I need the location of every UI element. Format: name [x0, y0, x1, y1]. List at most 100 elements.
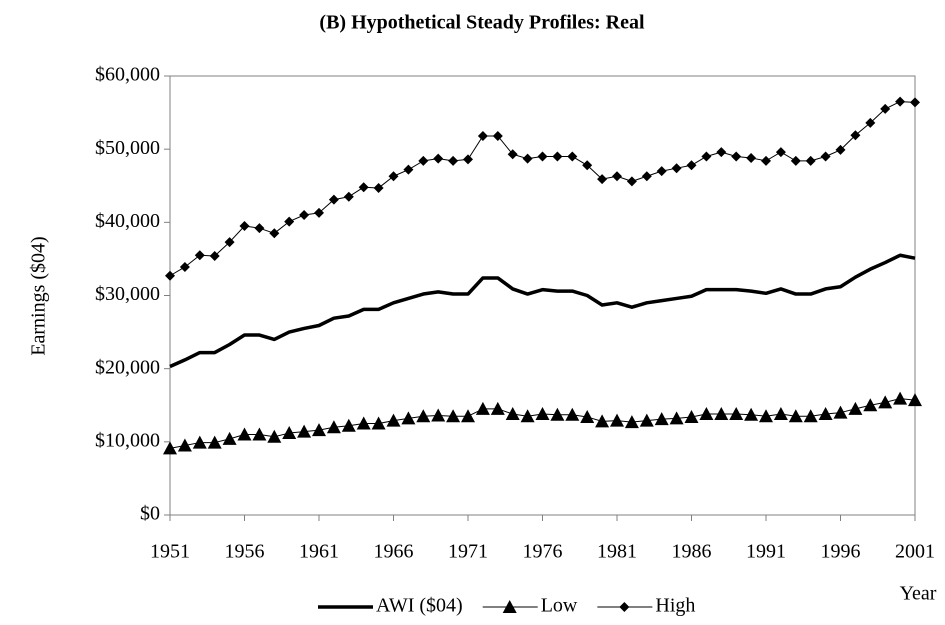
triangle-marker — [490, 401, 505, 415]
triangle-marker — [833, 405, 848, 419]
triangle-marker — [461, 409, 475, 423]
x-tick-label: 1981 — [597, 541, 637, 563]
diamond-marker — [865, 117, 876, 128]
triangle-marker — [371, 416, 386, 430]
triangle-marker — [267, 429, 282, 443]
diamond-marker — [597, 174, 608, 185]
triangle-marker — [654, 412, 669, 426]
triangle-marker — [550, 407, 565, 421]
diamond-marker — [582, 160, 593, 171]
diamond-marker — [910, 97, 920, 108]
diamond-marker — [775, 147, 786, 158]
diamond-marker — [179, 261, 190, 272]
diamond-marker — [805, 155, 816, 166]
y-tick-label: $40,000 — [95, 210, 160, 232]
x-tick-label: 1976 — [523, 541, 563, 563]
triangle-marker — [714, 407, 729, 421]
diamond-marker — [433, 153, 444, 164]
triangle-marker — [237, 427, 252, 441]
diamond-marker — [314, 207, 324, 218]
diamond-marker — [358, 182, 369, 193]
triangle-marker — [431, 408, 446, 422]
chart-title: (B) Hypothetical Steady Profiles: Real — [319, 12, 645, 34]
diamond-marker — [656, 166, 667, 177]
triangle-marker — [326, 420, 341, 434]
triangle-marker — [818, 407, 833, 421]
x-tick-label: 1986 — [672, 541, 712, 563]
diamond-marker — [612, 171, 622, 182]
y-tick-label: $60,000 — [95, 64, 160, 86]
series-line — [169, 398, 916, 449]
triangle-marker — [163, 441, 177, 455]
triangle-marker — [669, 411, 684, 425]
triangle-marker — [535, 407, 550, 421]
diamond-marker — [850, 130, 861, 141]
triangle-marker — [192, 435, 207, 449]
triangle-marker — [505, 407, 520, 421]
triangle-marker — [222, 431, 237, 445]
triangle-marker — [788, 409, 803, 423]
triangle-marker — [908, 393, 922, 407]
x-tick-label: 2001 — [895, 541, 935, 563]
diamond-marker — [641, 171, 652, 182]
y-tick-label: $10,000 — [95, 429, 160, 451]
diamond-marker — [477, 130, 488, 141]
diamond-marker — [254, 223, 265, 234]
diamond-marker — [418, 155, 429, 166]
triangle-marker — [878, 395, 893, 409]
triangle-marker — [595, 414, 610, 428]
triangle-marker — [565, 407, 580, 421]
x-tick-label: 1966 — [374, 541, 414, 563]
triangle-marker — [401, 411, 416, 425]
diamond-marker — [686, 160, 697, 171]
diamond-marker — [224, 237, 235, 248]
diamond-marker — [701, 151, 712, 162]
triangle-marker — [893, 391, 908, 405]
triangle-marker — [475, 401, 490, 415]
diamond-marker — [880, 103, 891, 114]
diamond-marker — [731, 151, 742, 162]
diamond-marker — [716, 147, 727, 158]
y-tick-label: $30,000 — [95, 283, 160, 305]
triangle-marker — [699, 407, 714, 421]
triangle-marker — [624, 415, 639, 429]
diamond-marker — [299, 210, 310, 221]
x-axis-label: Year — [900, 583, 937, 605]
triangle-marker — [252, 427, 267, 441]
triangle-marker — [297, 424, 312, 438]
diamond-marker — [537, 151, 548, 162]
triangle-marker — [356, 416, 371, 430]
triangle-marker — [502, 600, 517, 613]
diamond-marker — [761, 155, 771, 166]
legend-label: AWI ($04) — [376, 595, 463, 617]
x-tick-label: 1961 — [299, 541, 339, 563]
triangle-marker — [744, 407, 759, 421]
triangle-marker — [639, 413, 654, 427]
series-line — [169, 253, 916, 369]
triangle-marker — [729, 407, 744, 421]
diamond-marker — [619, 602, 630, 612]
legend-label: Low — [541, 595, 578, 617]
triangle-marker — [446, 409, 461, 423]
diamond-marker — [209, 250, 220, 261]
x-tick-label: 1996 — [821, 541, 861, 563]
diamond-marker — [388, 171, 399, 182]
diamond-marker — [448, 155, 459, 166]
diamond-marker — [373, 182, 384, 193]
diamond-marker — [626, 176, 637, 187]
diamond-marker — [790, 155, 801, 166]
triangle-marker — [684, 409, 699, 423]
diamond-marker — [194, 250, 205, 261]
diamond-marker — [328, 194, 339, 205]
triangle-marker — [416, 409, 431, 423]
triangle-marker — [863, 398, 878, 412]
diamond-marker — [492, 130, 503, 141]
y-tick-label: $50,000 — [95, 137, 160, 159]
diamond-marker — [284, 216, 295, 227]
diamond-marker — [239, 220, 250, 231]
triangle-marker — [282, 426, 297, 440]
diamond-marker — [835, 144, 846, 155]
diamond-marker — [269, 228, 280, 239]
